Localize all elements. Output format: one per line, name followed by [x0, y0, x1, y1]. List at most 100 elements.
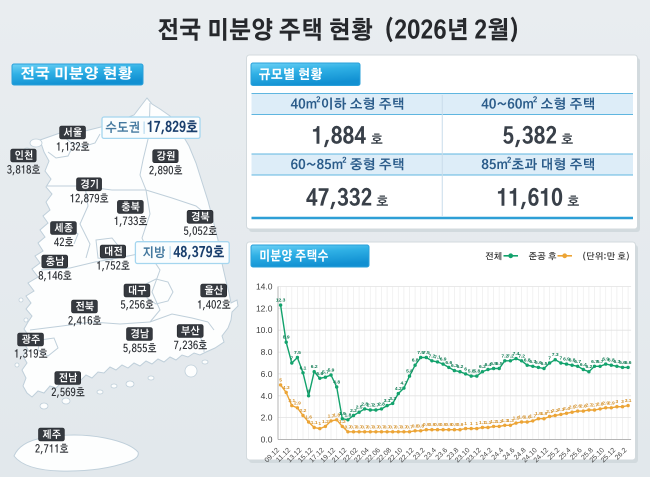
svg-text:0.7: 0.7 [378, 424, 385, 430]
svg-text:2.7: 2.7 [585, 403, 592, 409]
svg-text:6.4: 6.4 [485, 362, 492, 368]
svg-text:4.0: 4.0 [261, 391, 273, 401]
svg-text:5.8: 5.8 [473, 369, 480, 375]
svg-text:0.9: 0.9 [423, 422, 430, 428]
svg-text:3.1: 3.1 [625, 398, 632, 404]
svg-text:1.1: 1.1 [485, 420, 492, 426]
svg-text:6.2: 6.2 [479, 364, 486, 370]
svg-text:7.5: 7.5 [294, 350, 301, 356]
svg-text:4: 4 [307, 388, 310, 394]
svg-text:1.3: 1.3 [507, 418, 514, 424]
svg-text:5.9: 5.9 [328, 368, 335, 374]
svg-text:7.3: 7.3 [552, 352, 559, 358]
svg-text:14.0: 14.0 [256, 282, 273, 292]
svg-text:7.5: 7.5 [423, 350, 430, 356]
svg-text:6.9: 6.9 [563, 357, 570, 363]
svg-text:6.8: 6.8 [412, 358, 419, 364]
svg-text:2.9: 2.9 [608, 400, 615, 406]
svg-text:2.5: 2.5 [356, 405, 363, 411]
svg-text:3.3: 3.3 [389, 396, 396, 402]
svg-text:6.7: 6.7 [574, 359, 581, 365]
svg-text:6.4: 6.4 [580, 362, 587, 368]
svg-text:2.6: 2.6 [574, 404, 581, 410]
svg-text:1.9: 1.9 [541, 411, 548, 417]
svg-text:0.9: 0.9 [445, 422, 452, 428]
svg-text:1.1: 1.1 [311, 420, 318, 426]
svg-text:2.9: 2.9 [294, 400, 301, 406]
svg-text:1: 1 [464, 421, 467, 427]
svg-text:5.6: 5.6 [316, 371, 323, 377]
svg-text:0.7: 0.7 [395, 424, 402, 430]
svg-text:0.9: 0.9 [428, 422, 435, 428]
svg-text:2.6: 2.6 [580, 404, 587, 410]
svg-text:1: 1 [318, 421, 321, 427]
svg-text:3.1: 3.1 [384, 398, 391, 404]
svg-text:2.2: 2.2 [300, 408, 307, 414]
svg-text:2.7: 2.7 [367, 403, 374, 409]
svg-text:4.8: 4.8 [333, 380, 340, 386]
svg-text:1.2: 1.2 [496, 419, 503, 425]
svg-text:6: 6 [464, 366, 467, 372]
svg-text:1.9: 1.9 [339, 411, 346, 417]
svg-text:1.6: 1.6 [305, 415, 312, 421]
svg-text:1.8: 1.8 [344, 412, 351, 418]
svg-text:6.5: 6.5 [496, 361, 503, 367]
svg-text:7.1: 7.1 [434, 354, 441, 360]
svg-text:1.5: 1.5 [513, 416, 520, 422]
svg-text:6.6: 6.6 [535, 360, 542, 366]
svg-text:2.8: 2.8 [361, 401, 368, 407]
svg-text:0.7: 0.7 [372, 424, 379, 430]
svg-text:7.2: 7.2 [501, 353, 508, 359]
svg-text:1.6: 1.6 [518, 415, 525, 421]
svg-text:6.5: 6.5 [541, 361, 548, 367]
svg-text:1.1: 1.1 [479, 420, 486, 426]
svg-text:1: 1 [475, 421, 478, 427]
svg-text:1.2: 1.2 [322, 419, 329, 425]
svg-text:2.5: 2.5 [569, 405, 576, 411]
svg-text:3: 3 [616, 399, 619, 405]
svg-text:0.9: 0.9 [451, 422, 458, 428]
svg-text:1: 1 [470, 421, 473, 427]
svg-text:0.7: 0.7 [389, 424, 396, 430]
svg-text:12.3: 12.3 [276, 298, 286, 304]
svg-text:7: 7 [548, 356, 551, 362]
svg-text:0.7: 0.7 [367, 424, 374, 430]
svg-text:4.3: 4.3 [283, 385, 290, 391]
svg-text:2.2: 2.2 [350, 408, 357, 414]
svg-text:0.7: 0.7 [406, 424, 413, 430]
svg-text:0.7: 0.7 [350, 424, 357, 430]
svg-text:0.8: 0.8 [417, 423, 424, 429]
svg-text:2.9: 2.9 [602, 400, 609, 406]
svg-text:5: 5 [279, 377, 282, 383]
svg-text:6.8: 6.8 [524, 358, 531, 364]
svg-text:2.2: 2.2 [552, 408, 559, 414]
svg-text:0.7: 0.7 [361, 424, 368, 430]
svg-text:2.0: 2.0 [261, 413, 273, 423]
svg-text:6.7: 6.7 [591, 359, 598, 365]
svg-text:12.0: 12.0 [256, 303, 273, 313]
svg-text:3.1: 3.1 [288, 398, 295, 404]
svg-text:6.7: 6.7 [597, 359, 604, 365]
svg-text:1.2: 1.2 [339, 419, 346, 425]
svg-text:6.7: 6.7 [529, 359, 536, 365]
svg-text:7.2: 7.2 [428, 353, 435, 359]
svg-text:0.0: 0.0 [261, 435, 273, 445]
svg-text:0.7: 0.7 [344, 424, 351, 430]
svg-text:6.0: 6.0 [261, 369, 273, 379]
svg-text:7: 7 [560, 356, 563, 362]
svg-text:1.6: 1.6 [524, 415, 531, 421]
svg-text:0.7: 0.7 [384, 424, 391, 430]
svg-text:6.9: 6.9 [602, 357, 609, 363]
svg-text:0.7: 0.7 [400, 424, 407, 430]
svg-text:2.8: 2.8 [378, 401, 385, 407]
svg-text:6.7: 6.7 [613, 359, 620, 365]
svg-text:0.9: 0.9 [440, 422, 447, 428]
svg-text:5.7: 5.7 [322, 370, 329, 376]
svg-text:1.2: 1.2 [490, 419, 497, 425]
svg-text:6.2: 6.2 [311, 364, 318, 370]
svg-text:2.8: 2.8 [597, 401, 604, 407]
svg-text:6.6: 6.6 [625, 360, 632, 366]
svg-text:7: 7 [290, 356, 293, 362]
svg-text:2.1: 2.1 [546, 409, 553, 415]
svg-text:2.7: 2.7 [372, 403, 379, 409]
